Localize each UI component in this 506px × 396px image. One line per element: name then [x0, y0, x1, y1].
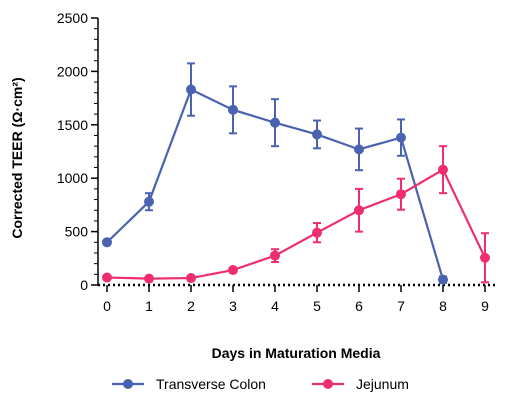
y-tick-label-2500: 2500	[57, 10, 88, 26]
data-point	[102, 237, 112, 248]
legend-swatch-marker	[323, 379, 333, 389]
x-tick-label-4: 4	[271, 298, 279, 314]
x-tick-label-7: 7	[397, 298, 405, 314]
x-axis: 0 1 2 3 4 5 6 7 8 9	[98, 283, 495, 314]
data-point	[228, 104, 238, 115]
data-point	[438, 164, 448, 175]
y-tick-label-1500: 1500	[57, 117, 88, 133]
data-point	[102, 272, 112, 283]
data-point	[396, 132, 406, 143]
data-point	[312, 227, 322, 238]
data-point	[354, 144, 364, 155]
data-point	[186, 273, 196, 284]
data-point	[270, 250, 280, 261]
x-tick-label-1: 1	[145, 298, 153, 314]
x-tick-label-5: 5	[313, 298, 321, 314]
series-line	[106, 168, 486, 280]
legend-swatch-marker	[123, 379, 133, 389]
data-point	[228, 265, 238, 276]
y-tick-label-2000: 2000	[57, 63, 88, 79]
data-point	[396, 189, 406, 200]
x-tick-label-2: 2	[187, 298, 195, 314]
y-axis-title: Corrected TEER (Ω·cm²)	[9, 77, 25, 238]
series-0	[102, 62, 448, 285]
y-tick-label-500: 500	[65, 224, 89, 240]
x-tick-label-6: 6	[355, 298, 363, 314]
y-axis: 0 500 1000 1500 2000 2500	[57, 10, 99, 293]
x-axis-title: Days in Maturation Media	[212, 345, 381, 361]
legend: Transverse Colon Jejunum	[112, 376, 409, 392]
series-1	[102, 145, 490, 284]
y-tick-label-0: 0	[80, 277, 88, 293]
data-point	[270, 117, 280, 128]
legend-item-0: Transverse Colon	[112, 376, 266, 392]
data-point	[354, 205, 364, 216]
data-point	[438, 274, 448, 285]
legend-label: Transverse Colon	[156, 376, 266, 392]
legend-item-1: Jejunum	[312, 376, 409, 392]
data-point	[144, 273, 154, 284]
data-point	[144, 196, 154, 207]
legend-label: Jejunum	[356, 376, 409, 392]
data-point	[480, 252, 490, 263]
x-tick-label-3: 3	[229, 298, 237, 314]
x-tick-label-8: 8	[439, 298, 447, 314]
y-tick-label-1000: 1000	[57, 170, 88, 186]
data-point	[186, 84, 196, 95]
data-point	[312, 129, 322, 140]
x-tick-label-9: 9	[481, 298, 489, 314]
x-tick-label-0: 0	[103, 298, 111, 314]
series-layer	[102, 62, 490, 285]
